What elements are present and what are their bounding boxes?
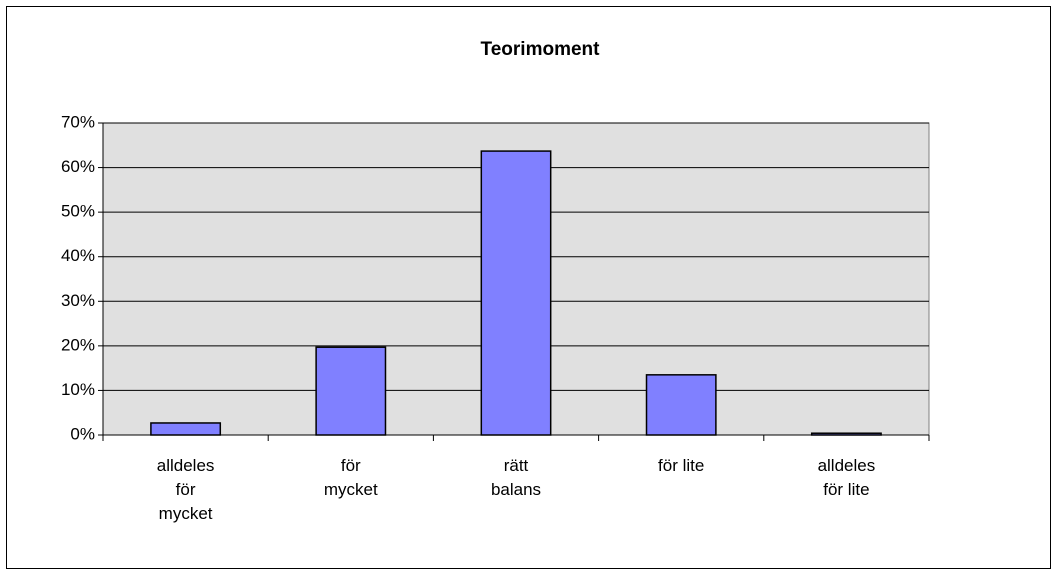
bar [150, 422, 222, 436]
y-tick-label: 10% [61, 380, 95, 399]
y-tick-label: 60% [61, 157, 95, 176]
x-tick-label: alldeles för lite [817, 456, 876, 499]
x-tick-label: för lite [658, 456, 705, 475]
y-tick-label: 50% [61, 202, 95, 221]
x-tick-label: för mycket [323, 456, 378, 499]
chart-title: Teorimoment [481, 39, 601, 60]
y-tick-label: 70% [61, 112, 95, 131]
y-tick-label: 20% [61, 335, 95, 354]
y-tick-label: 0% [70, 424, 95, 443]
bar [480, 150, 552, 436]
y-tick-label: 40% [61, 246, 95, 265]
bar [645, 374, 717, 436]
bar [315, 346, 387, 436]
x-tick-label: rätt balans [490, 456, 542, 499]
y-tick-label: 30% [61, 291, 95, 310]
x-tick-label: alldeles för mycket [156, 456, 215, 523]
bar [810, 432, 882, 436]
